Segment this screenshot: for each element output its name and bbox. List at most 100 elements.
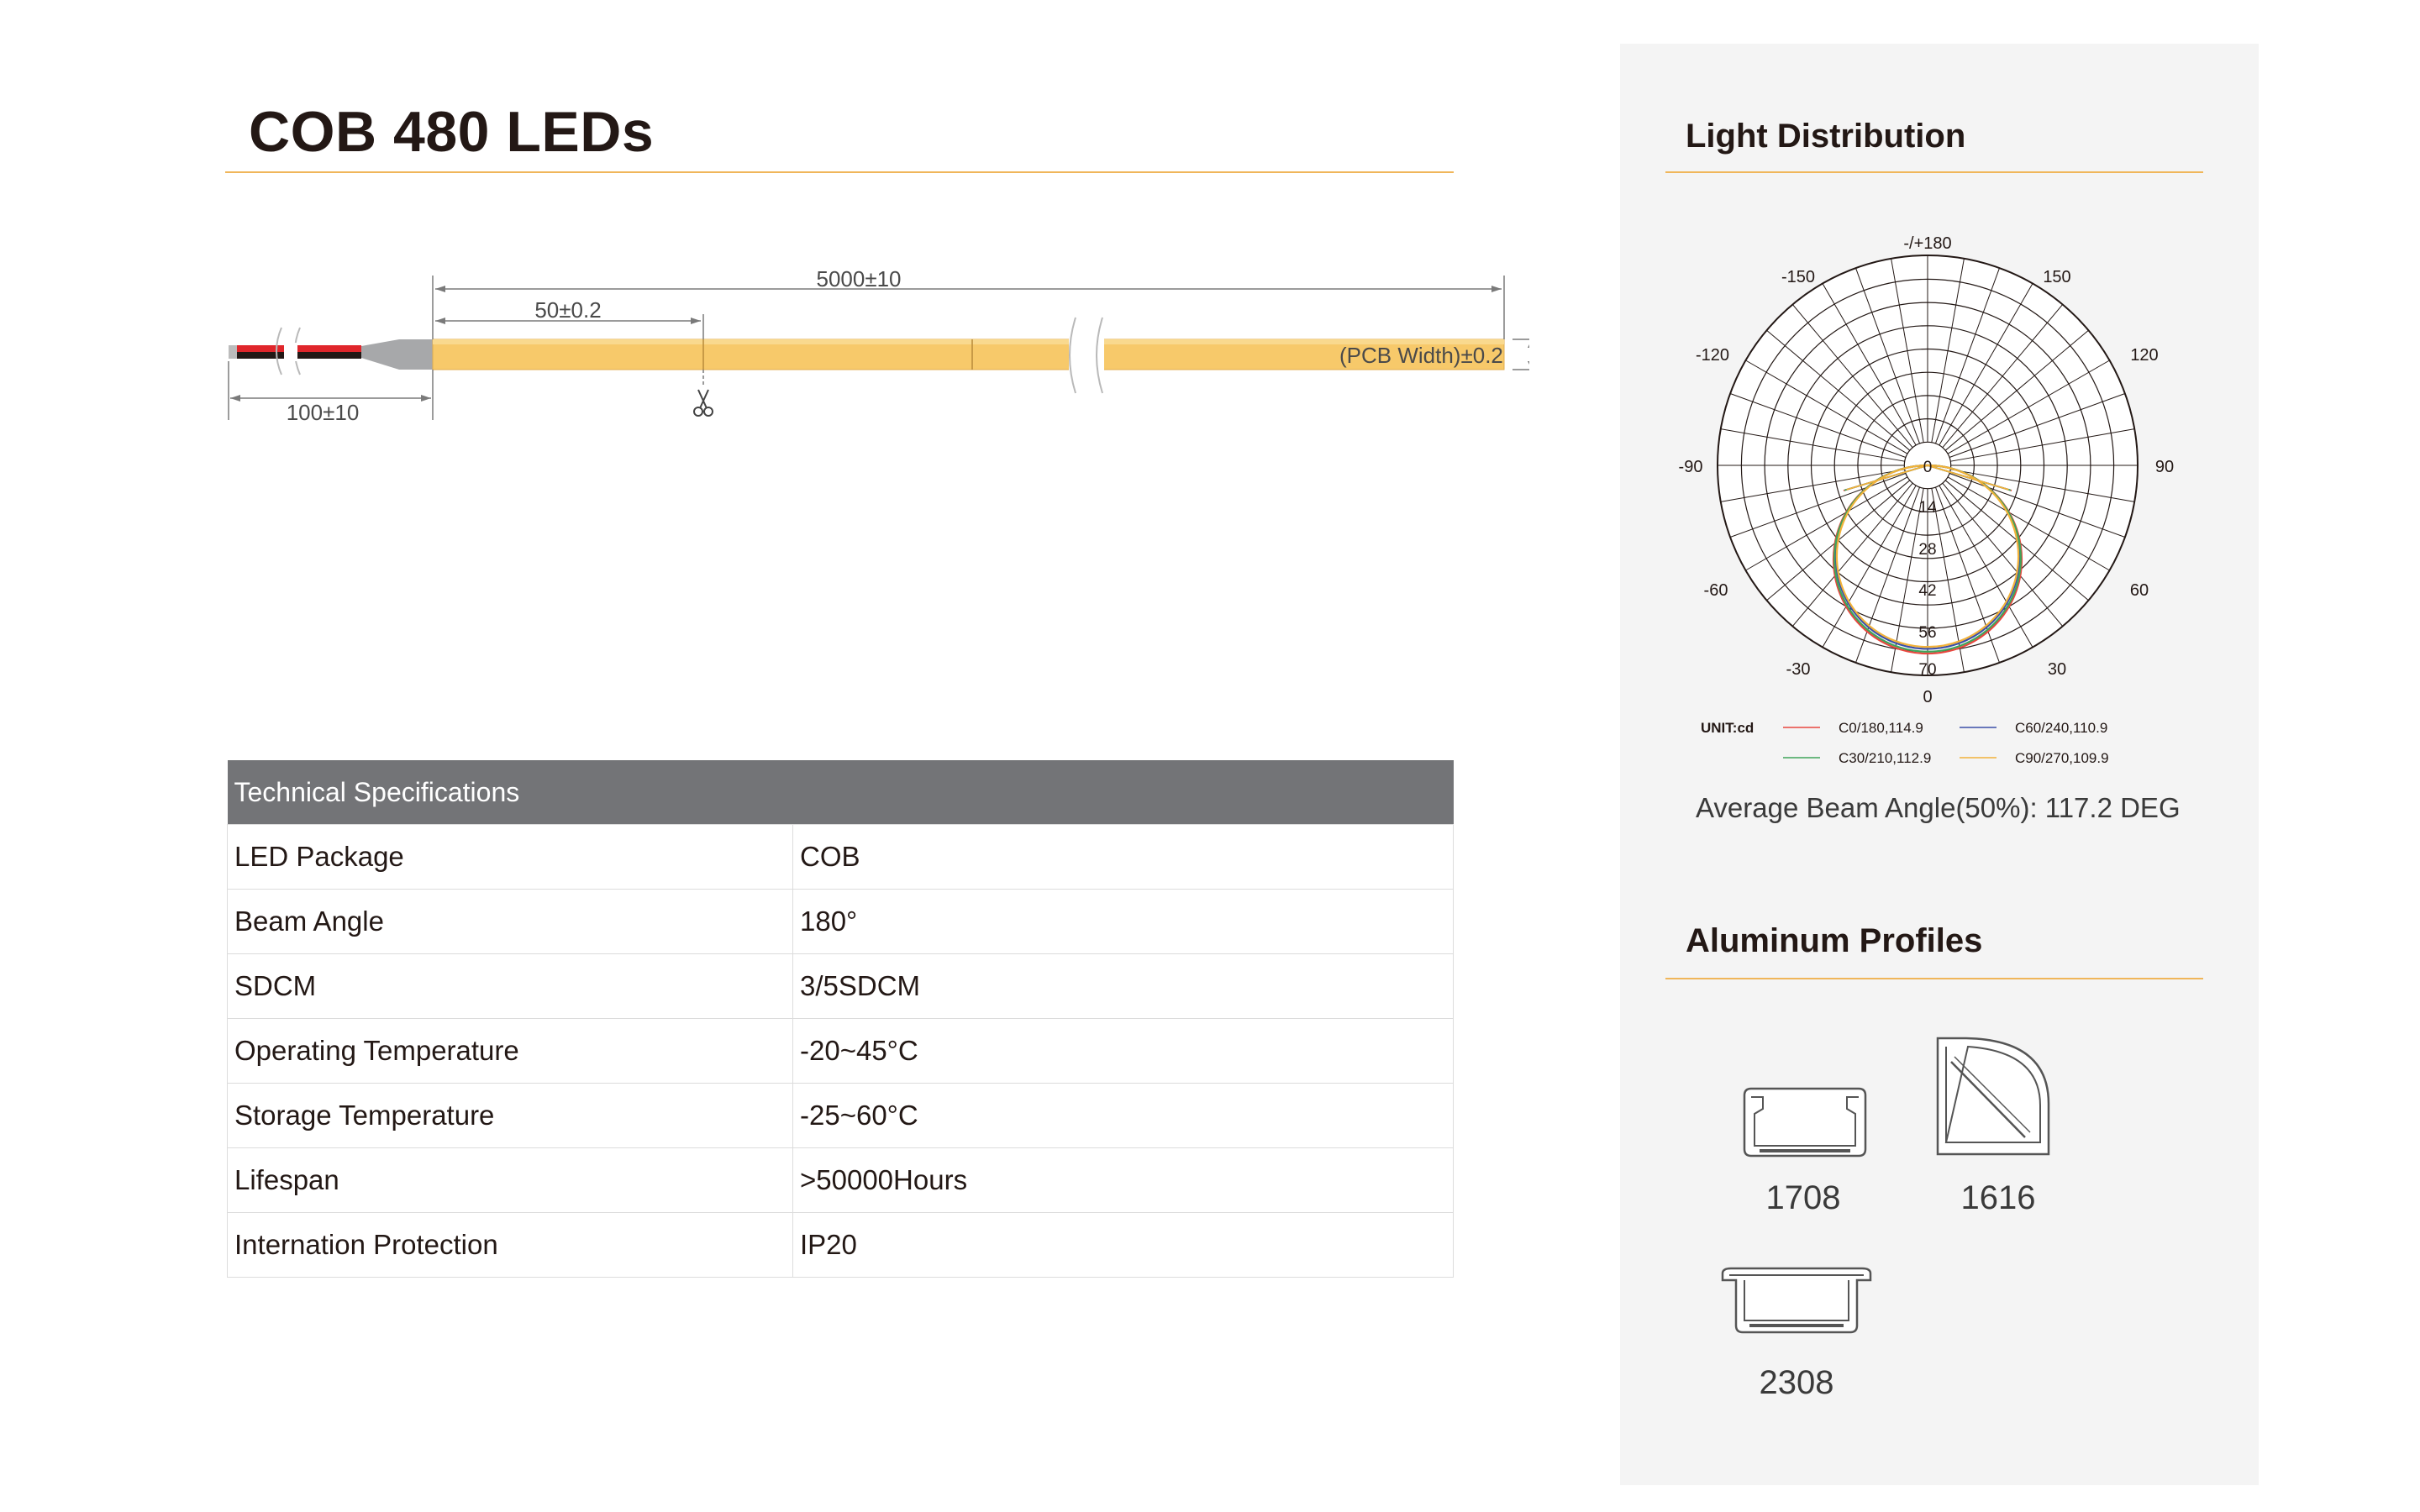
- grid-spoke: [1855, 267, 1920, 444]
- page-title: COB 480 LEDs: [249, 100, 655, 164]
- grid-spoke: [1942, 482, 2064, 627]
- strip-connector: [361, 339, 433, 370]
- wire-length-label: 100±10: [287, 400, 360, 425]
- angle-label: 60: [2130, 581, 2149, 600]
- spec-table: Technical Specifications LED Package COB…: [227, 760, 1454, 1278]
- angle-label: 150: [2043, 268, 2070, 286]
- distribution-curve-edge: [1846, 465, 1928, 491]
- radial-label: 70: [1918, 661, 1936, 679]
- table-row: Operating Temperature -20~45°C: [227, 1018, 1454, 1084]
- grid-spoke: [1935, 267, 2000, 444]
- strip-dimension-drawing: 5000±10 50±0.2 (PCB Width)±0.2 100±10: [228, 266, 1529, 425]
- light-distribution-underline: [1665, 171, 2203, 173]
- grid-spoke: [1942, 304, 2064, 449]
- angle-label: 0: [1923, 688, 1932, 706]
- spec-label: Internation Protection: [227, 1212, 793, 1278]
- legend-label: C90/270,109.9: [2015, 750, 2109, 766]
- angle-label: -150: [1781, 268, 1815, 286]
- spec-label: Lifespan: [227, 1147, 793, 1213]
- wire-leads: [229, 327, 361, 375]
- radial-label: 14: [1918, 499, 1937, 517]
- grid-spoke: [1947, 360, 2110, 454]
- scissors-icon: [693, 389, 713, 417]
- legend-label: C0/180,114.9: [1839, 720, 1923, 736]
- angle-label: 30: [2048, 660, 2066, 679]
- grid-spoke: [1939, 283, 2033, 446]
- spec-label: LED Package: [227, 824, 793, 890]
- radial-labels: 0 14 28 42 56 70: [1918, 459, 1937, 679]
- grid-spoke: [1791, 482, 1913, 627]
- angle-label: -/+180: [1903, 234, 1951, 253]
- angle-labels: -/+180 -150 150 -120 120 -90 90 -60 60 -…: [1679, 234, 2175, 706]
- grid-spoke: [1949, 473, 2126, 538]
- grid-spoke: [1822, 485, 1917, 648]
- grid-spoke: [1855, 486, 1920, 664]
- spec-value: -25~60°C: [792, 1083, 1454, 1148]
- grid-spoke: [1950, 469, 2135, 502]
- aluminum-profiles-underline: [1665, 978, 2203, 979]
- distribution-curve-edge: [1927, 465, 2009, 491]
- table-row: LED Package COB: [227, 824, 1454, 890]
- grid-spoke: [1720, 469, 1905, 502]
- cut-unit-label: 50±0.2: [534, 297, 601, 323]
- angle-label: 90: [2155, 458, 2174, 476]
- title-underline: [225, 171, 1454, 173]
- table-row: SDCM 3/5SDCM: [227, 953, 1454, 1019]
- distribution-curves: [1832, 464, 2023, 655]
- profile-label: 1708: [1765, 1179, 1841, 1216]
- spec-label: SDCM: [227, 953, 793, 1019]
- profile-label: 2308: [1759, 1364, 1834, 1401]
- grid-spoke: [1729, 393, 1907, 458]
- polar-diagram: -/+180 -150 150 -120 120 -90 90 -60 60 -…: [1679, 234, 2175, 766]
- grid-spoke: [1745, 360, 1908, 454]
- radial-label: 56: [1918, 624, 1936, 642]
- spec-label: Operating Temperature: [227, 1018, 793, 1084]
- profile-1708-icon: [1743, 1087, 1867, 1158]
- legend: UNIT:cd C0/180,114.9 C60/240,110.9 C30/2…: [1701, 720, 2109, 766]
- spec-value: -20~45°C: [792, 1018, 1454, 1084]
- legend-label: C60/240,110.9: [2015, 720, 2107, 736]
- profile-2308-icon: [1721, 1267, 1872, 1334]
- spec-label: Beam Angle: [227, 889, 793, 954]
- spec-value: IP20: [792, 1212, 1454, 1278]
- grid-spoke: [1729, 473, 1907, 538]
- spec-value: COB: [792, 824, 1454, 890]
- grid-spoke: [1949, 393, 2126, 458]
- aluminum-profiles-title: Aluminum Profiles: [1686, 922, 1983, 959]
- spec-table-header: Technical Specifications: [227, 760, 1454, 825]
- grid-spoke: [1766, 329, 1911, 451]
- total-length-label: 5000±10: [816, 266, 901, 291]
- profile-1616-icon: [1936, 1037, 2050, 1156]
- angle-label: -120: [1696, 346, 1729, 365]
- table-row: Lifespan >50000Hours: [227, 1147, 1454, 1213]
- table-row: Storage Temperature -25~60°C: [227, 1083, 1454, 1148]
- table-row: Internation Protection IP20: [227, 1212, 1454, 1278]
- beam-angle-text: Average Beam Angle(50%): 117.2 DEG: [1696, 792, 2181, 823]
- angle-label: -30: [1786, 660, 1811, 679]
- grid-spoke: [1931, 258, 1965, 443]
- grid-spoke: [1935, 486, 2000, 664]
- spec-value: >50000Hours: [792, 1147, 1454, 1213]
- grid-spoke: [1950, 428, 2135, 462]
- pcb-width-label: (PCB Width)±0.2: [1339, 343, 1503, 368]
- radial-label: 28: [1918, 541, 1936, 559]
- spec-value: 3/5SDCM: [792, 953, 1454, 1019]
- light-distribution-title: Light Distribution: [1686, 118, 1966, 155]
- angle-label: 120: [2130, 346, 2158, 365]
- angle-label: -90: [1679, 458, 1703, 476]
- grid-spoke: [1745, 476, 1908, 571]
- unit-label: UNIT:cd: [1701, 720, 1754, 736]
- grid-spoke: [1891, 258, 1924, 443]
- legend-label: C30/210,112.9: [1839, 750, 1931, 766]
- profile-label: 1616: [1960, 1179, 2036, 1216]
- radial-label: 0: [1923, 459, 1933, 476]
- spec-value: 180°: [792, 889, 1454, 954]
- grid-spoke: [1939, 485, 2033, 648]
- radial-label: 42: [1918, 582, 1936, 600]
- grid-spoke: [1791, 304, 1913, 449]
- grid-spoke: [1947, 476, 2110, 571]
- table-row: Beam Angle 180°: [227, 889, 1454, 954]
- grid-spoke: [1720, 428, 1905, 462]
- angle-label: -60: [1704, 581, 1728, 600]
- spec-label: Storage Temperature: [227, 1083, 793, 1148]
